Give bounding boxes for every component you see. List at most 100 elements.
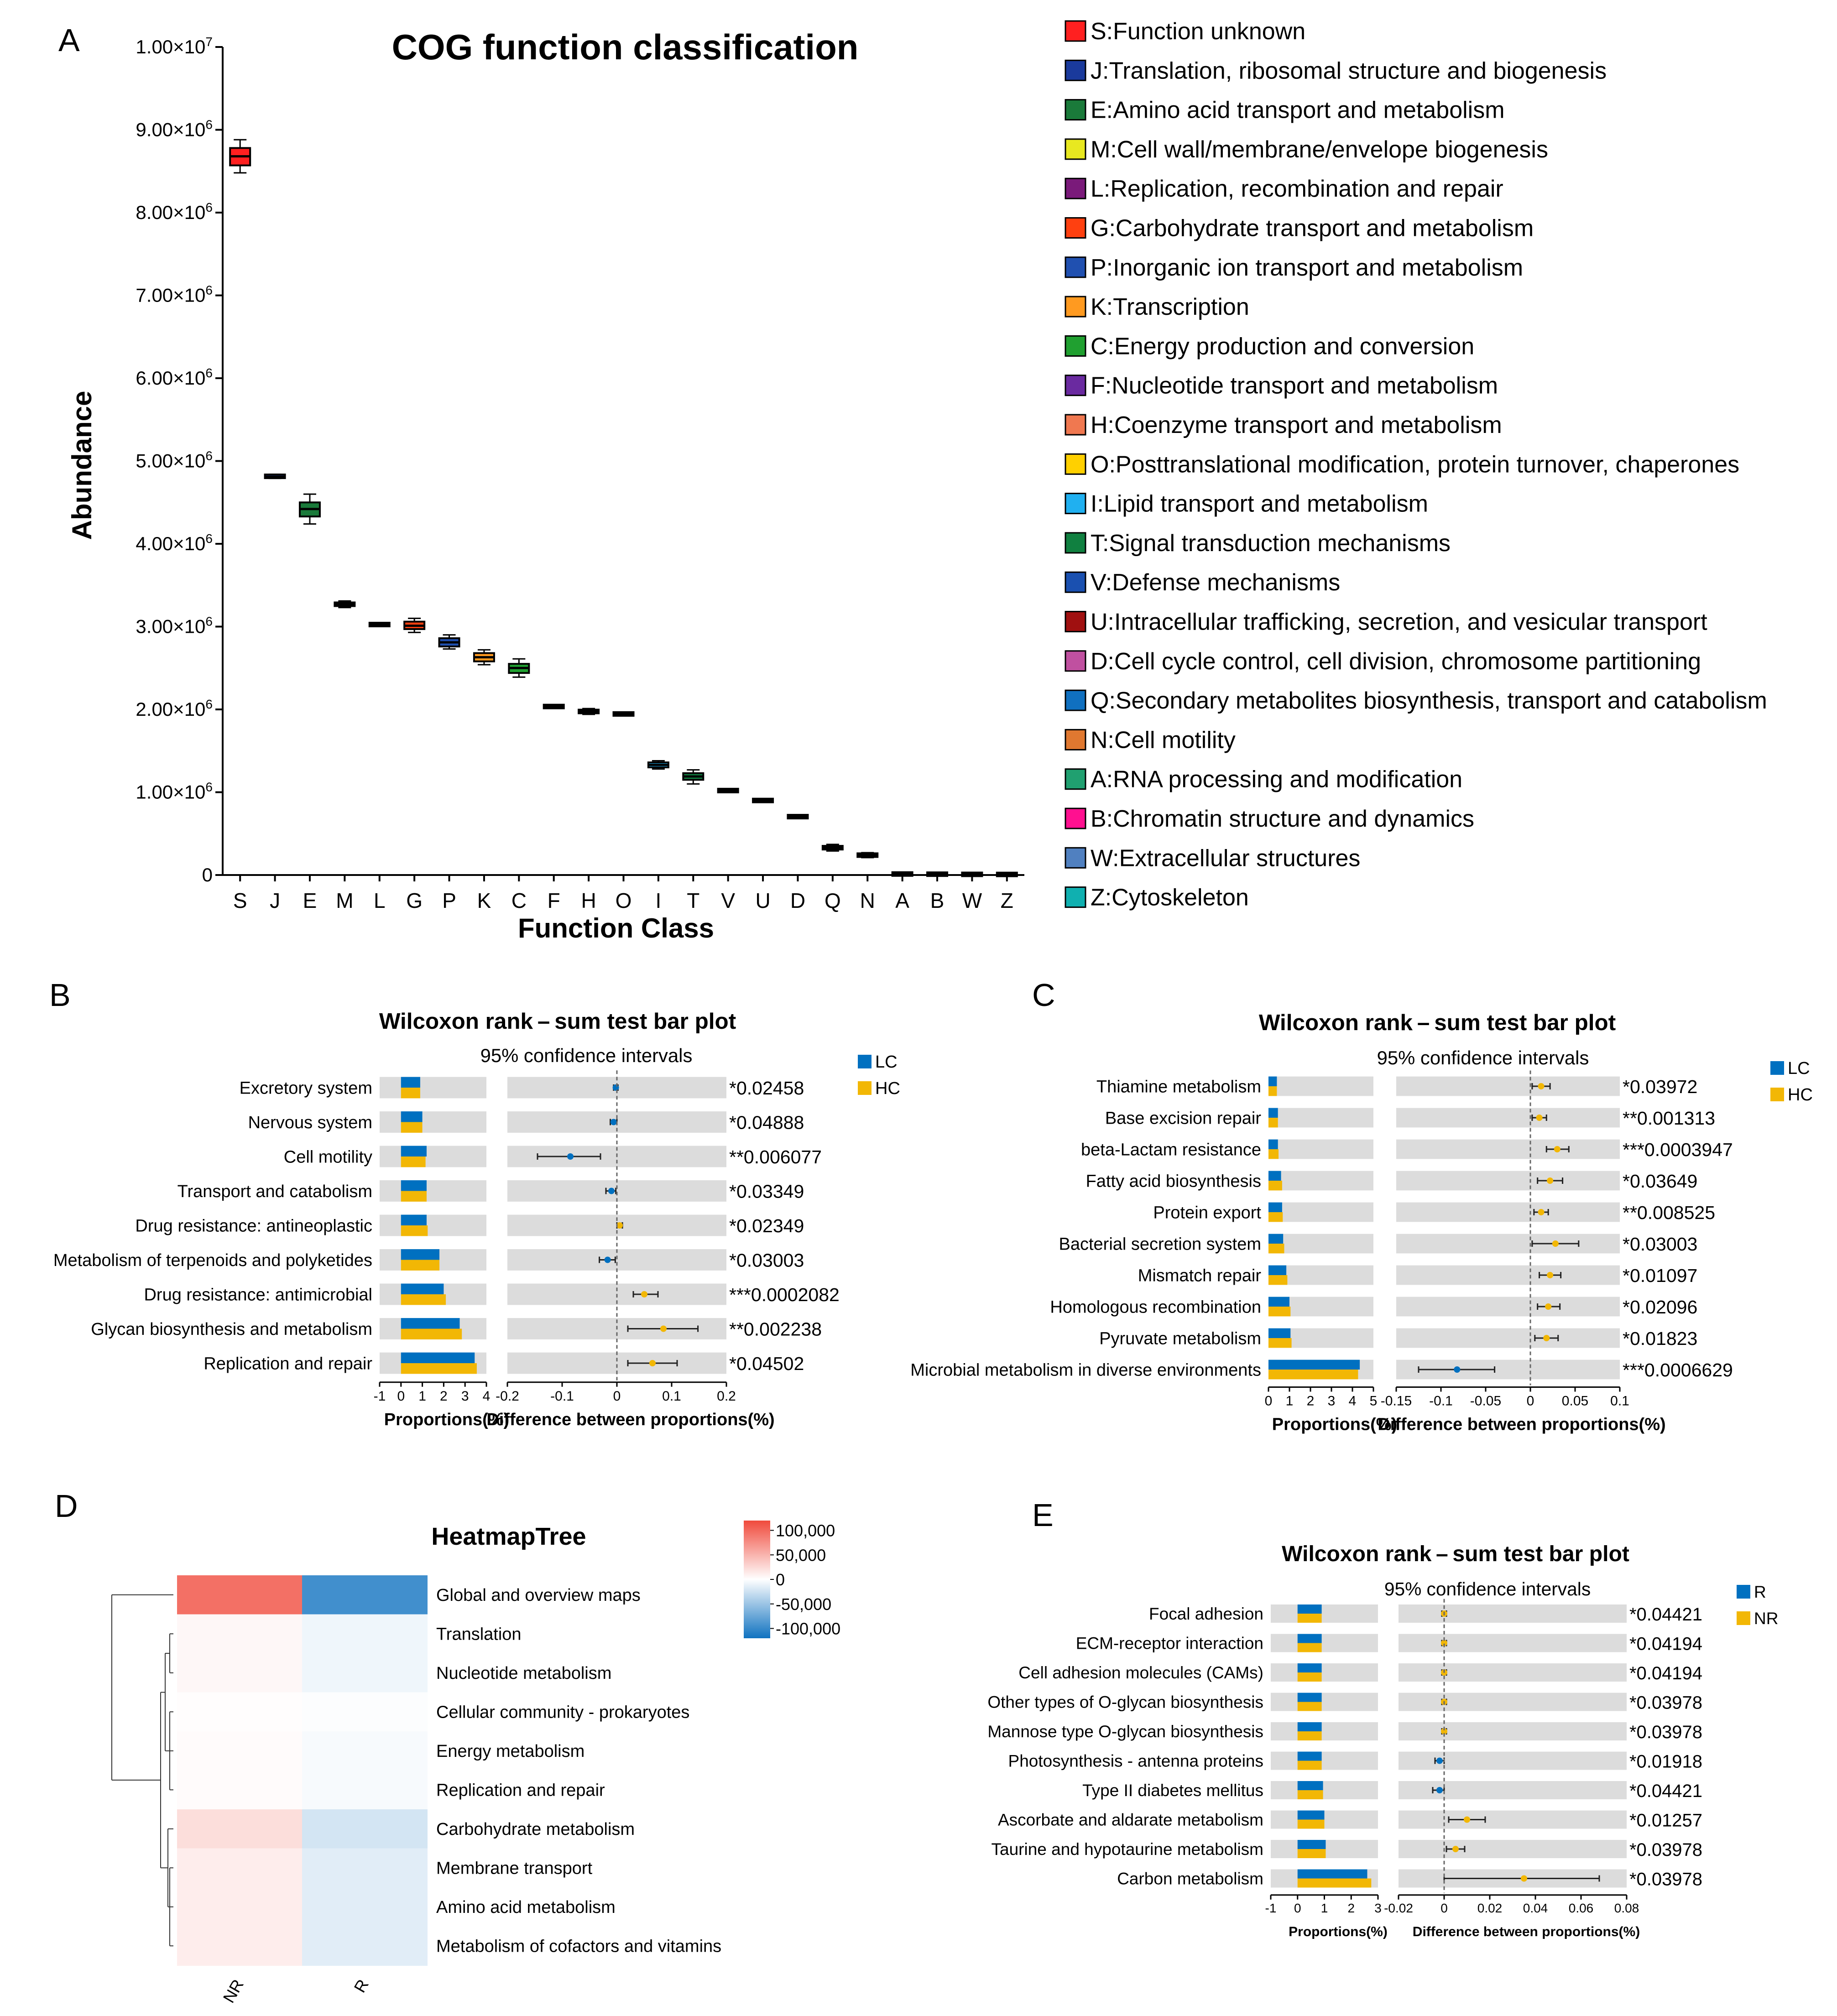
x-axis-title: Function Class bbox=[518, 913, 714, 943]
heatmap-cell bbox=[177, 1731, 303, 1771]
row-2: Cell motility **0.006077 bbox=[284, 1146, 822, 1167]
box-O bbox=[612, 711, 635, 717]
x-axis-title-diff: Difference between proportions(%) bbox=[486, 1410, 774, 1429]
dendrogram bbox=[111, 1594, 173, 1947]
p-value: **0.006077 bbox=[729, 1146, 822, 1167]
x-tick-label-diff: -0.02 bbox=[1384, 1901, 1413, 1915]
diff-point bbox=[604, 1256, 611, 1263]
row-0: Excretory system *0.02458 bbox=[240, 1077, 804, 1099]
row-background-prop bbox=[1268, 1108, 1373, 1128]
legend-label: Q:Secondary metabolites biosynthesis, tr… bbox=[1091, 688, 1767, 714]
diff-point bbox=[641, 1291, 647, 1297]
box-Q bbox=[821, 844, 844, 852]
legend-label: I:Lipid transport and metabolism bbox=[1091, 491, 1428, 517]
x-tick-label-prop: 5 bbox=[1370, 1394, 1378, 1409]
legend-swatch-group2 bbox=[858, 1081, 872, 1095]
row-3: Other types of O-glycan biosynthesis *0.0… bbox=[987, 1693, 1702, 1713]
row-background-prop bbox=[380, 1111, 486, 1133]
row-7: Ascorbate and aldarate metabolism *0.0125… bbox=[998, 1810, 1702, 1830]
box-N bbox=[856, 852, 879, 859]
box-S bbox=[229, 139, 251, 174]
x-tick-label-diff: -0.05 bbox=[1470, 1394, 1501, 1409]
bar-group1 bbox=[401, 1352, 475, 1363]
x-axis-title-prop: Proportions(%) bbox=[1272, 1415, 1397, 1434]
row-5: Metabolism of terpenoids and polyketides… bbox=[53, 1249, 804, 1271]
chart-a-cog-boxplot: COG function classification 0 1.00×106 2.00… bbox=[67, 18, 1767, 943]
legend-swatch bbox=[1065, 138, 1086, 160]
box-J bbox=[264, 474, 286, 479]
row-2: Cell adhesion molecules (CAMs) *0.04194 bbox=[1018, 1663, 1702, 1683]
x-tick-label-diff: -0.2 bbox=[496, 1389, 519, 1404]
row-label: Nervous system bbox=[248, 1113, 372, 1132]
bar-group2 bbox=[1268, 1086, 1277, 1096]
legend-swatch bbox=[1065, 256, 1086, 278]
bar-group1 bbox=[1268, 1202, 1282, 1212]
y-axis-title: Abundance bbox=[67, 391, 97, 540]
x-tick-label-prop: 1 bbox=[418, 1389, 426, 1404]
legend-label: C:Energy production and conversion bbox=[1091, 333, 1474, 359]
diff-point bbox=[1521, 1875, 1527, 1882]
diff-point bbox=[610, 1119, 617, 1125]
diff-point bbox=[1454, 1366, 1461, 1373]
y-tick-label: 6.00×106 bbox=[136, 366, 213, 389]
bar-group1 bbox=[401, 1249, 440, 1260]
diff-point bbox=[1441, 1640, 1447, 1646]
heatmap-row-label: Translation bbox=[436, 1625, 522, 1644]
heatmap-cell bbox=[177, 1887, 303, 1927]
x-tick-label-diff: 0.04 bbox=[1523, 1901, 1548, 1915]
x-tick-label: Z bbox=[1001, 889, 1013, 912]
row-background-prop bbox=[1271, 1722, 1378, 1740]
row-background-diff bbox=[1399, 1722, 1627, 1740]
x-tick-label-prop: 0 bbox=[1294, 1901, 1301, 1915]
p-value: **0.001313 bbox=[1623, 1108, 1715, 1129]
diff-point bbox=[608, 1188, 615, 1194]
bar-group1 bbox=[1297, 1781, 1323, 1790]
row-9: Microbial metabolism in diverse environm… bbox=[910, 1360, 1733, 1380]
heatmap-cell bbox=[302, 1731, 428, 1771]
diff-point bbox=[612, 1084, 619, 1091]
bar-group2 bbox=[1297, 1878, 1372, 1888]
bar-group1 bbox=[1297, 1810, 1325, 1820]
p-value: *0.01257 bbox=[1629, 1810, 1702, 1830]
bar-group2 bbox=[1268, 1275, 1288, 1285]
legend-label: M:Cell wall/membrane/envelope biogenesis bbox=[1091, 136, 1548, 163]
row-4: Drug resistance: antineoplastic *0.02349 bbox=[135, 1214, 804, 1236]
row-6: Mismatch repair *0.01097 bbox=[1138, 1265, 1698, 1286]
row-9: Carbon metabolism *0.03978 bbox=[1117, 1869, 1702, 1889]
x-tick-label: B bbox=[930, 889, 945, 912]
legend-swatch bbox=[1065, 59, 1086, 81]
x-tick-label: S bbox=[233, 889, 247, 912]
row-label: Fatty acid biosynthesis bbox=[1086, 1172, 1261, 1191]
diff-point bbox=[1464, 1816, 1470, 1823]
row-8: Replication and repair *0.04502 bbox=[204, 1352, 804, 1374]
row-8: Pyruvate metabolism *0.01823 bbox=[1099, 1328, 1697, 1349]
colorbar-tick-label: 0 bbox=[776, 1570, 785, 1589]
heatmap-cell bbox=[177, 1926, 303, 1966]
x-tick-label: A bbox=[895, 889, 909, 912]
bar-group2 bbox=[1268, 1181, 1282, 1191]
p-value: *0.04421 bbox=[1629, 1781, 1702, 1801]
legend-label: K:Transcription bbox=[1091, 294, 1249, 320]
bar-group1 bbox=[1268, 1171, 1281, 1181]
box-D bbox=[787, 814, 809, 820]
y-tick-label: 5.00×106 bbox=[136, 449, 213, 472]
row-background-prop bbox=[380, 1077, 486, 1099]
legend-swatch bbox=[1065, 20, 1086, 42]
bar-group2 bbox=[1297, 1614, 1322, 1623]
row-1: Base excision repair **0.001313 bbox=[1105, 1108, 1715, 1129]
row-background-prop bbox=[1268, 1139, 1373, 1159]
p-value: *0.04194 bbox=[1629, 1634, 1702, 1654]
x-tick-label-prop: 2 bbox=[1307, 1394, 1315, 1409]
box-L bbox=[368, 621, 391, 627]
x-tick-label: E bbox=[303, 889, 317, 912]
row-label: Microbial metabolism in diverse environm… bbox=[910, 1360, 1261, 1380]
legend-label: U:Intracellular trafficking, secretion, … bbox=[1091, 609, 1707, 636]
bar-group1 bbox=[1297, 1751, 1322, 1761]
row-label: Photosynthesis - antenna proteins bbox=[1008, 1751, 1263, 1770]
heatmap-cell bbox=[177, 1809, 303, 1849]
row-label: Protein export bbox=[1153, 1203, 1261, 1222]
legend-label: F:Nucleotide transport and metabolism bbox=[1091, 373, 1498, 399]
box-B bbox=[926, 871, 949, 877]
diff-point bbox=[1436, 1787, 1443, 1793]
bar-group1 bbox=[1297, 1634, 1322, 1643]
